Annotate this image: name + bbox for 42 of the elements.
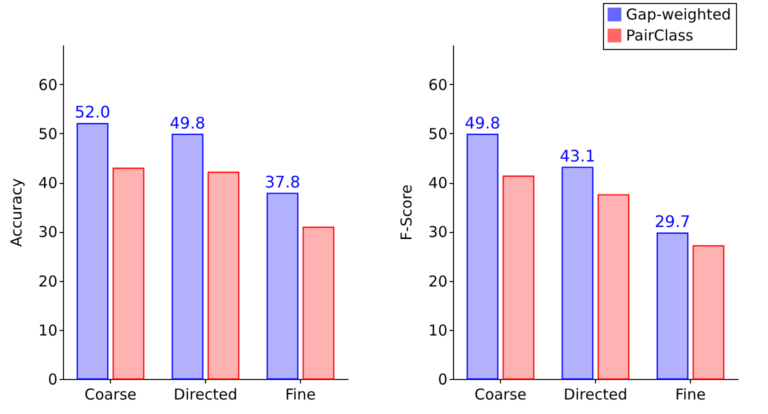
bar xyxy=(172,134,204,380)
bar xyxy=(598,194,630,380)
bar xyxy=(466,134,498,380)
bar xyxy=(208,172,240,380)
y-tick-label: 60 xyxy=(38,76,58,94)
x-tick-label: Directed xyxy=(174,386,238,404)
y-tick-label: 60 xyxy=(428,76,448,94)
y-tick-label: 30 xyxy=(428,223,448,242)
y-tick-label: 20 xyxy=(428,272,448,290)
y-tick-label: 50 xyxy=(38,124,58,143)
data-label: 43.1 xyxy=(560,146,596,166)
y-tick-label: 50 xyxy=(428,124,448,143)
x-tick-label: Fine xyxy=(675,386,706,404)
bar xyxy=(112,168,144,380)
y-tick-label: 40 xyxy=(428,174,448,192)
bar xyxy=(266,192,298,380)
bar xyxy=(302,226,334,380)
x-tick-label: Fine xyxy=(285,386,316,404)
y-axis-title: F-Score xyxy=(397,184,416,241)
data-label: 37.8 xyxy=(264,172,300,192)
x-tick-label: Directed xyxy=(564,386,628,404)
legend-label: PairClass xyxy=(626,26,694,44)
y-tick-label: 30 xyxy=(38,223,58,242)
y-tick-label: 10 xyxy=(428,321,448,340)
legend-label: Gap-weighted xyxy=(626,6,732,24)
data-label: 52.0 xyxy=(74,102,110,122)
bar xyxy=(562,166,594,380)
y-axis-title: Accuracy xyxy=(7,178,26,247)
x-tick-label: Coarse xyxy=(84,386,137,404)
data-label: 29.7 xyxy=(654,212,690,232)
bar xyxy=(502,176,534,380)
y-tick-label: 0 xyxy=(48,370,58,388)
data-label: 49.8 xyxy=(464,113,500,132)
y-tick-label: 10 xyxy=(38,321,58,340)
data-label: 49.8 xyxy=(170,113,206,132)
y-tick-label: 0 xyxy=(438,370,448,388)
bar xyxy=(76,122,108,380)
bar xyxy=(656,232,688,380)
bar xyxy=(692,245,724,380)
y-tick-label: 40 xyxy=(38,174,58,192)
y-tick-label: 20 xyxy=(38,272,58,290)
x-tick-label: Coarse xyxy=(474,386,527,404)
